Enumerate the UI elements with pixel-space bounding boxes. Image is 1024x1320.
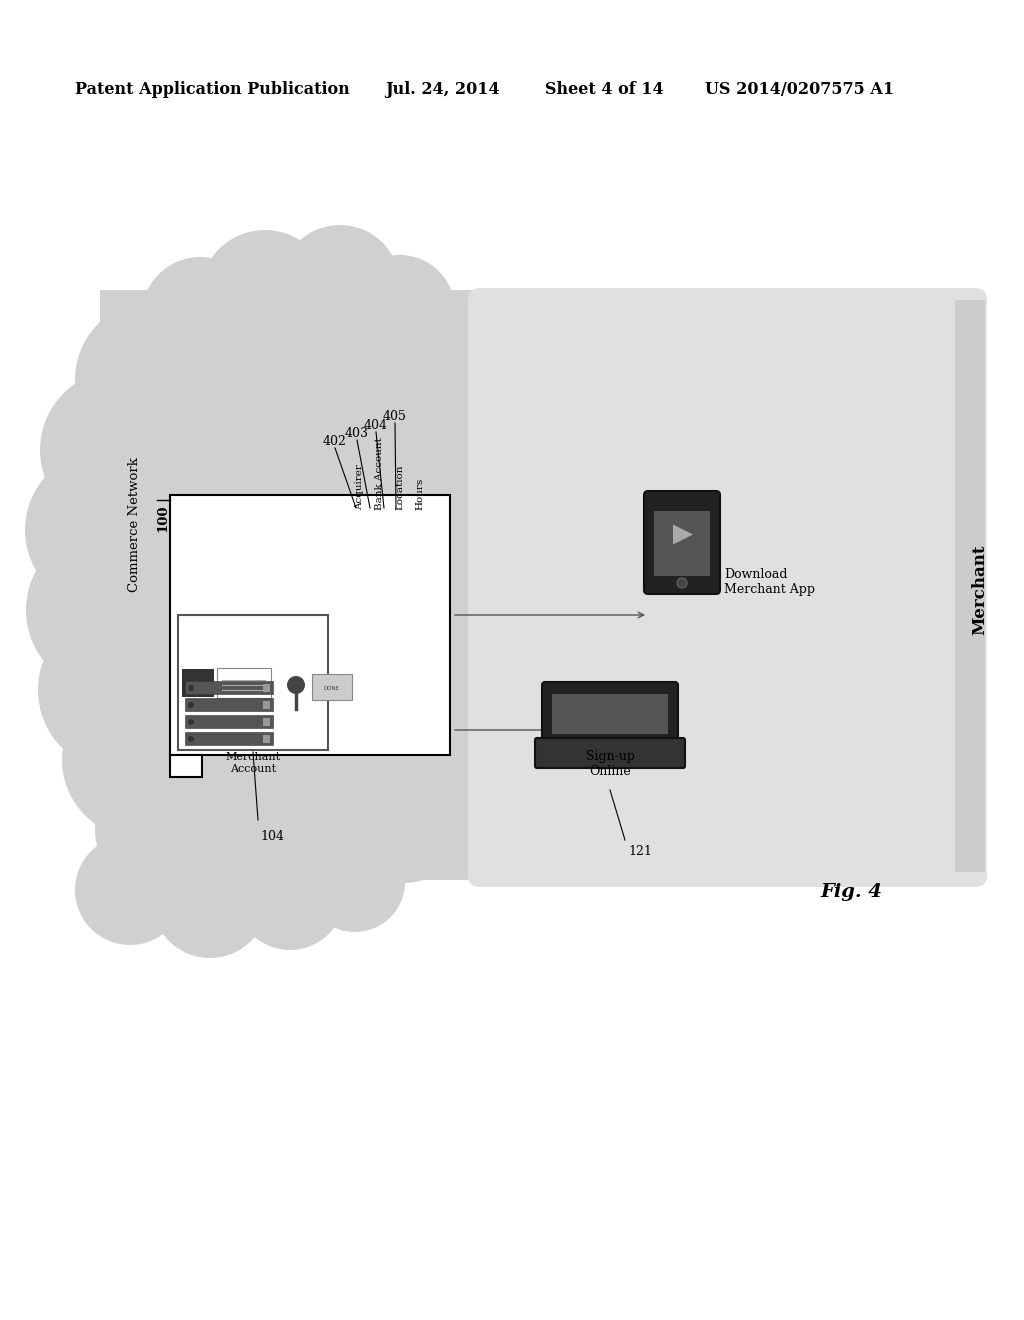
Circle shape <box>388 696 512 820</box>
Circle shape <box>110 330 290 510</box>
Text: Hours: Hours <box>415 478 424 510</box>
Text: Sheet 4 of 14: Sheet 4 of 14 <box>545 82 664 99</box>
Circle shape <box>234 840 345 950</box>
Bar <box>185 681 273 694</box>
Circle shape <box>188 702 194 708</box>
Text: Jul. 24, 2014: Jul. 24, 2014 <box>385 82 500 99</box>
FancyBboxPatch shape <box>542 682 678 744</box>
Circle shape <box>305 832 406 932</box>
Circle shape <box>207 507 383 682</box>
Text: 405: 405 <box>383 411 407 422</box>
Circle shape <box>25 450 185 610</box>
Bar <box>654 511 710 576</box>
Circle shape <box>378 463 522 607</box>
Circle shape <box>370 389 510 531</box>
Circle shape <box>385 550 525 690</box>
Circle shape <box>319 601 480 760</box>
Circle shape <box>117 597 293 774</box>
Circle shape <box>152 842 268 958</box>
Circle shape <box>188 737 194 742</box>
FancyBboxPatch shape <box>468 288 987 887</box>
Circle shape <box>202 412 378 587</box>
Circle shape <box>95 766 225 895</box>
Circle shape <box>312 352 468 508</box>
Bar <box>552 694 668 734</box>
Circle shape <box>345 255 455 366</box>
Circle shape <box>62 682 218 838</box>
Circle shape <box>40 370 200 531</box>
Text: Merchant: Merchant <box>972 545 988 635</box>
Circle shape <box>308 517 472 682</box>
Circle shape <box>323 686 467 830</box>
Text: Sign-up
Online: Sign-up Online <box>586 750 635 777</box>
Text: 404: 404 <box>364 418 388 432</box>
FancyBboxPatch shape <box>644 491 720 594</box>
Circle shape <box>287 676 305 694</box>
FancyBboxPatch shape <box>170 495 450 755</box>
Bar <box>185 715 273 729</box>
Circle shape <box>240 265 400 425</box>
Bar <box>100 290 480 880</box>
Circle shape <box>215 330 385 500</box>
Bar <box>263 735 270 743</box>
Circle shape <box>75 300 234 459</box>
FancyBboxPatch shape <box>535 738 685 768</box>
Circle shape <box>180 774 310 903</box>
Circle shape <box>105 510 285 690</box>
Text: 121: 121 <box>628 845 652 858</box>
Bar <box>185 733 273 744</box>
Polygon shape <box>673 524 693 544</box>
Circle shape <box>387 627 523 763</box>
Circle shape <box>200 230 330 360</box>
Text: US 2014/0207575 A1: US 2014/0207575 A1 <box>705 82 894 99</box>
Text: Patent Application Publication: Patent Application Publication <box>75 82 350 99</box>
Text: 403: 403 <box>345 426 369 440</box>
Circle shape <box>188 719 194 725</box>
Circle shape <box>330 290 470 430</box>
Bar <box>185 698 273 711</box>
Circle shape <box>280 224 400 345</box>
Circle shape <box>188 685 194 690</box>
Text: Fig. 4: Fig. 4 <box>820 883 882 902</box>
Circle shape <box>145 265 315 436</box>
Bar <box>182 669 214 697</box>
Bar <box>263 718 270 726</box>
FancyBboxPatch shape <box>312 675 352 700</box>
Circle shape <box>38 609 202 772</box>
Circle shape <box>347 767 463 883</box>
Text: 402: 402 <box>323 436 347 447</box>
Circle shape <box>303 428 467 591</box>
Circle shape <box>220 595 390 766</box>
Text: 104: 104 <box>260 830 284 843</box>
Text: Merchant
Account: Merchant Account <box>225 752 281 774</box>
Circle shape <box>677 578 687 587</box>
Bar <box>170 755 202 777</box>
Text: Acquirer: Acquirer <box>355 465 364 510</box>
Bar <box>955 300 985 873</box>
Text: DONE: DONE <box>324 685 340 690</box>
Text: Download
Merchant App: Download Merchant App <box>724 568 815 597</box>
Circle shape <box>142 257 258 374</box>
Circle shape <box>26 528 190 692</box>
Circle shape <box>75 836 185 945</box>
Text: 100: 100 <box>157 504 170 532</box>
Circle shape <box>232 684 388 840</box>
FancyBboxPatch shape <box>217 668 271 698</box>
Circle shape <box>140 685 300 845</box>
Bar <box>263 701 270 709</box>
Text: Commerce Network: Commerce Network <box>128 458 141 593</box>
Text: Bank Account: Bank Account <box>375 437 384 510</box>
Circle shape <box>100 420 280 601</box>
Circle shape <box>270 772 390 892</box>
Text: Location: Location <box>395 465 404 510</box>
Bar <box>263 684 270 692</box>
FancyBboxPatch shape <box>178 615 328 750</box>
